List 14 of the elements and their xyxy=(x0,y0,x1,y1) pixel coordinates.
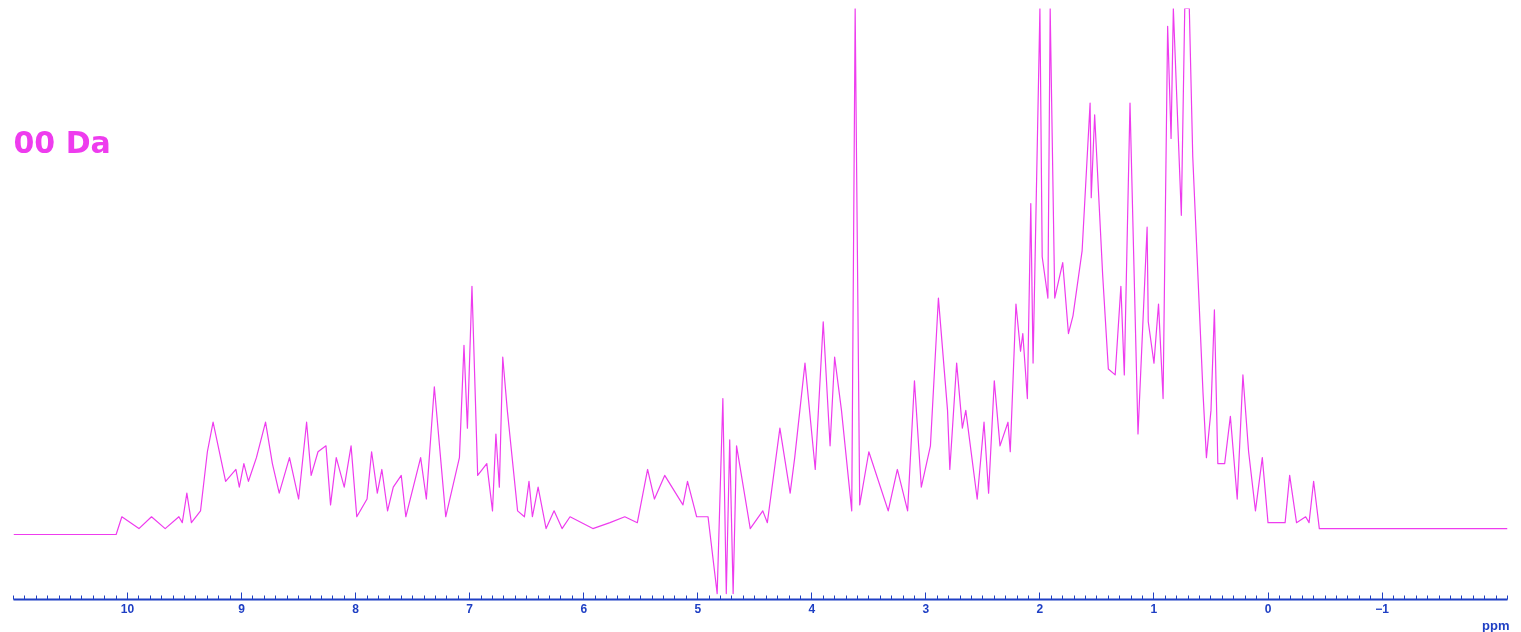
x-tick-label: −1 xyxy=(1375,601,1390,616)
x-axis-title: ppm xyxy=(1482,617,1510,632)
x-tick-label: 10 xyxy=(120,601,135,616)
x-tick-label: 3 xyxy=(922,601,930,616)
x-tick-label: 0 xyxy=(1264,601,1272,616)
x-tick-label: 5 xyxy=(694,601,702,616)
x-tick-label: 9 xyxy=(238,601,246,616)
x-tick-label: 4 xyxy=(808,601,816,616)
x-tick-label: 7 xyxy=(466,601,474,616)
x-tick-label: 1 xyxy=(1150,601,1158,616)
annotation: 00 Da xyxy=(13,124,111,160)
x-tick-label: 6 xyxy=(580,601,588,616)
x-tick-label: 8 xyxy=(352,601,360,616)
x-tick-label: 2 xyxy=(1036,601,1044,616)
